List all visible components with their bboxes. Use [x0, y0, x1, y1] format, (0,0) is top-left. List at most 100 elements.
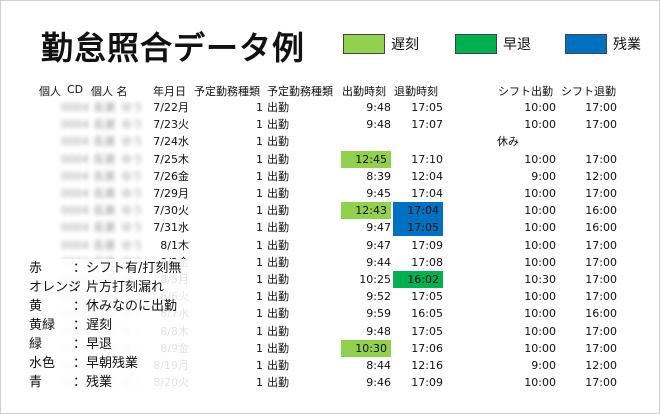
cell-sout: 12:00 [585, 169, 617, 183]
note-description: ：遅刻 [73, 318, 113, 333]
cell-code: 1 [256, 376, 263, 390]
cell-sout: 17:00 [585, 118, 617, 132]
note-description: ：早退 [73, 337, 113, 352]
note-item: オレンジ ：片方打刻漏れ [29, 278, 207, 297]
cell-id: 0004 [61, 152, 89, 166]
note-item: 緑 ：早退 [29, 335, 207, 354]
cell-name: 長瀬 [93, 221, 115, 235]
cell-sout: 17:00 [585, 255, 617, 269]
note-item: 青 ：残業 [29, 373, 207, 392]
cell-code: 1 [256, 255, 263, 269]
cell-date: 8/1木 [160, 238, 189, 252]
cell-sin: 9:00 [531, 169, 556, 183]
cell-in: 9:59 [366, 307, 391, 321]
cell-in: 9:44 [366, 255, 391, 269]
cell-in: 9:47 [366, 238, 391, 252]
cell-code: 1 [256, 135, 263, 149]
cell-date: 7/30火 [153, 204, 189, 218]
header-type-code: 予定勤務種類 [194, 85, 260, 98]
cell-in: 9:48 [366, 101, 391, 114]
note-item: 水色 ：早朝残業 [29, 354, 207, 373]
page-title: 勤怠照合データ例 [41, 29, 306, 67]
cell-out: 17:05 [411, 290, 443, 304]
cell-out: 12:04 [411, 169, 443, 183]
header-id: 個人 [39, 85, 61, 98]
cell-work: 出勤 [267, 187, 289, 200]
cell-out: 17:09 [411, 238, 443, 252]
cell-sout: 16:00 [585, 221, 617, 235]
cell-id: 0004 [61, 169, 89, 183]
cell-code: 1 [256, 101, 263, 114]
note-description: ：休みなのに出勤 [73, 299, 178, 314]
cell-sin [506, 133, 556, 150]
cell-sout: 17:00 [585, 376, 617, 390]
cell-in: 9:45 [366, 187, 391, 200]
cell-given: ゆう [121, 169, 143, 183]
cell-work: 出勤 [267, 290, 289, 304]
note-color-name: オレンジ [29, 280, 82, 295]
cell-date: 7/22月 [153, 101, 189, 114]
legend-swatch-early [455, 34, 497, 54]
cell-id: 0004 [61, 101, 89, 114]
cell-sout: 16:00 [585, 204, 617, 218]
legend-label-overtime: 残業 [613, 37, 641, 53]
cell-sin: 10:30 [524, 273, 556, 286]
cell-id: 0004 [61, 204, 89, 218]
cell-work: 出勤 [267, 307, 289, 321]
cell-out: 16:05 [411, 307, 443, 321]
cell-name: 長瀬 [93, 118, 115, 132]
legend-swatch-overtime [565, 34, 607, 54]
cell-given: ゆう [121, 101, 143, 114]
cell-out: 17:08 [411, 255, 443, 269]
cell-sin: 10:00 [524, 376, 556, 390]
note-color-name: 水色 [29, 356, 56, 371]
cell-code: 1 [256, 221, 263, 235]
note-item: 黄 ：休みなのに出勤 [29, 297, 207, 316]
note-description: ：早朝残業 [73, 356, 139, 371]
cell-id: 0004 [61, 187, 89, 200]
cell-in: 12:43 [341, 202, 391, 220]
cell-date: 7/26金 [153, 169, 189, 183]
cell-work: 出勤 [267, 341, 289, 355]
note-color-name: 黄緑 [29, 318, 56, 333]
cell-date: 7/24水 [153, 135, 189, 149]
note-color-name: 赤 [29, 261, 43, 276]
cell-sin: 10:00 [524, 204, 556, 218]
cell-in: 10:25 [359, 273, 391, 286]
cell-work: 出勤 [267, 118, 289, 132]
cell-sin: 10:00 [524, 324, 556, 338]
cell-code: 1 [256, 359, 263, 372]
legend-label-late: 遅刻 [391, 37, 419, 53]
cell-sout: 17:00 [585, 101, 617, 114]
cell-name: 長瀬 [93, 152, 115, 166]
header-clock-out: 退勤時刻 [394, 85, 438, 98]
cell-sout: 17:00 [585, 152, 617, 166]
cell-given: ゆう [121, 221, 143, 235]
cell-date: 7/25木 [153, 152, 189, 166]
legend-swatch-late [343, 34, 385, 54]
cell-name: 長瀬 [93, 169, 115, 183]
header-cd: CD [67, 83, 84, 96]
cell-id: 0004 [61, 221, 89, 235]
cell-sout: 16:00 [585, 307, 617, 321]
cell-out: 17:05 [411, 324, 443, 338]
cell-date: 7/29月 [153, 187, 189, 200]
cell-code: 1 [256, 187, 263, 200]
cell-sin: 10:00 [524, 307, 556, 321]
cell-work: 出勤 [267, 273, 289, 286]
cell-work: 出勤 [267, 135, 289, 149]
cell-date: 7/23火 [153, 118, 189, 132]
legend-early: 早退 [455, 33, 531, 55]
cell-out: 17:06 [411, 341, 443, 355]
cell-code: 1 [256, 273, 263, 286]
cell-name: 長瀬 [93, 238, 115, 252]
legend-label-early: 早退 [503, 37, 531, 53]
cell-code: 1 [256, 169, 263, 183]
cell-code: 1 [256, 341, 263, 355]
cell-out: 17:09 [411, 376, 443, 390]
note-item: 黄緑 ：遅刻 [29, 316, 207, 335]
cell-in: 9:46 [366, 376, 391, 390]
cell-sout: 17:00 [585, 341, 617, 355]
cell-sin: 10:00 [524, 238, 556, 252]
